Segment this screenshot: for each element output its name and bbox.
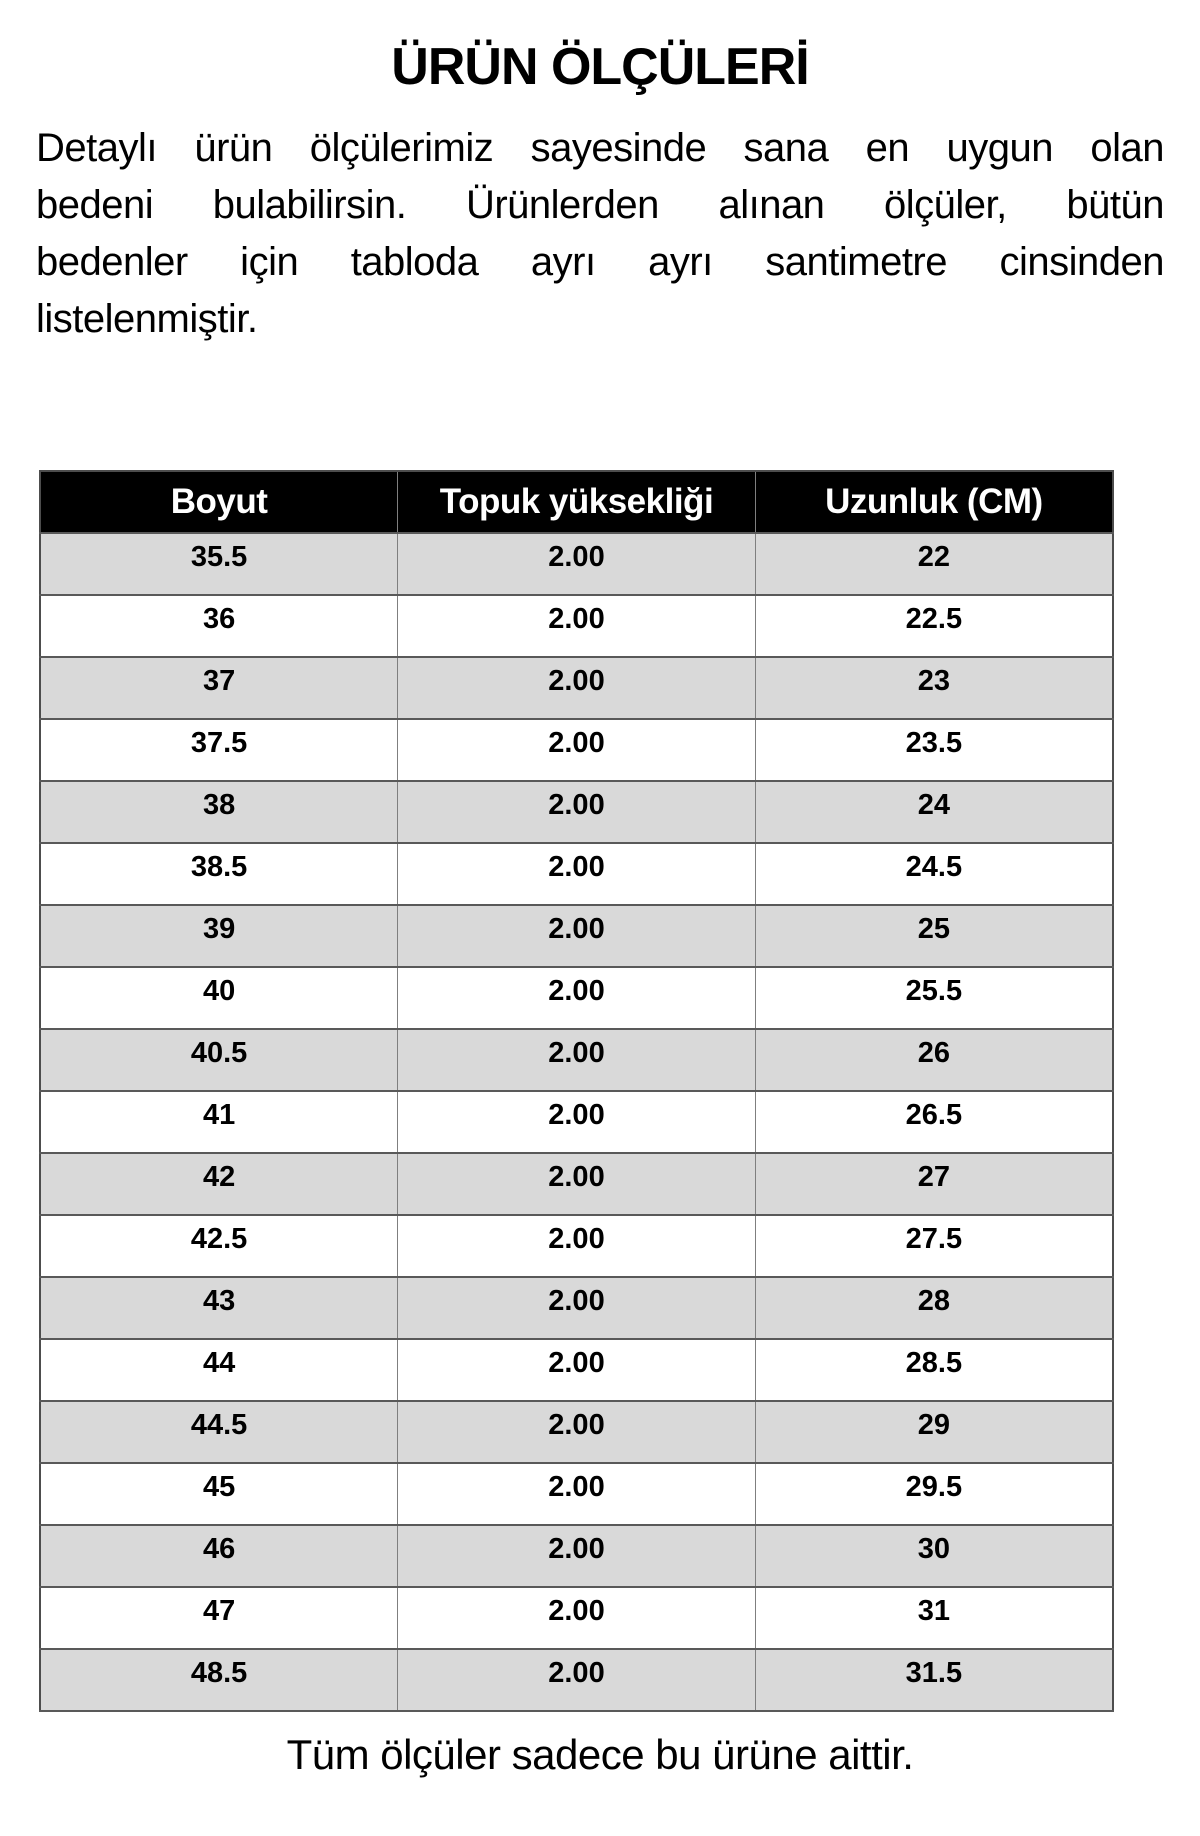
cell-size: 42.5: [39, 1214, 399, 1278]
cell-heel-height: 2.00: [397, 780, 756, 844]
cell-heel-height: 2.00: [397, 1276, 756, 1340]
intro-line-2: bedeni bulabilirsin. Ürünlerden alınan ö…: [36, 183, 1165, 227]
cell-size: 38.5: [39, 842, 399, 906]
header-length-cm: Uzunluk (CM): [754, 470, 1114, 534]
cell-length-cm: 28: [754, 1276, 1114, 1340]
size-table-row: 42 2.00 27: [39, 1152, 1114, 1216]
cell-heel-height: 2.00: [397, 718, 756, 782]
cell-size: 46: [39, 1524, 399, 1588]
cell-length-cm: 29: [754, 1400, 1114, 1464]
cell-heel-height: 2.00: [397, 1462, 756, 1526]
cell-length-cm: 25: [754, 904, 1114, 968]
header-size: Boyut: [39, 470, 399, 534]
cell-length-cm: 22: [754, 532, 1114, 596]
cell-heel-height: 2.00: [397, 904, 756, 968]
cell-length-cm: 24: [754, 780, 1114, 844]
cell-size: 35.5: [39, 532, 399, 596]
size-table-row: 40.5 2.00 26: [39, 1028, 1114, 1092]
cell-size: 37.5: [39, 718, 399, 782]
intro-line-1: Detaylı ürün ölçülerimiz sayesinde sana …: [36, 126, 1165, 170]
size-table-row: 47 2.00 31: [39, 1586, 1114, 1650]
cell-length-cm: 23.5: [754, 718, 1114, 782]
cell-heel-height: 2.00: [397, 1338, 756, 1402]
size-table-row: 44 2.00 28.5: [39, 1338, 1114, 1402]
cell-size: 42: [39, 1152, 399, 1216]
cell-length-cm: 27: [754, 1152, 1114, 1216]
size-table-row: 41 2.00 26.5: [39, 1090, 1114, 1154]
cell-size: 44.5: [39, 1400, 399, 1464]
size-table-row: 37 2.00 23: [39, 656, 1114, 720]
cell-heel-height: 2.00: [397, 1586, 756, 1650]
cell-size: 40: [39, 966, 399, 1030]
size-table-row: 44.5 2.00 29: [39, 1400, 1114, 1464]
size-table-row: 43 2.00 28: [39, 1276, 1114, 1340]
size-table: Boyut Topuk yüksekliği Uzunluk (CM) 35.5…: [39, 470, 1114, 1712]
cell-heel-height: 2.00: [397, 1648, 756, 1712]
size-table-row: 38.5 2.00 24.5: [39, 842, 1114, 906]
cell-heel-height: 2.00: [397, 1524, 756, 1588]
cell-size: 41: [39, 1090, 399, 1154]
cell-length-cm: 30: [754, 1524, 1114, 1588]
size-table-head: Boyut Topuk yüksekliği Uzunluk (CM): [39, 470, 1114, 534]
cell-length-cm: 26.5: [754, 1090, 1114, 1154]
cell-size: 37: [39, 656, 399, 720]
size-table-row: 40 2.00 25.5: [39, 966, 1114, 1030]
cell-length-cm: 26: [754, 1028, 1114, 1092]
footer-note: Tüm ölçüler sadece bu ürüne aittir.: [286, 1731, 914, 1778]
cell-heel-height: 2.00: [397, 842, 756, 906]
size-table-header-row: Boyut Topuk yüksekliği Uzunluk (CM): [39, 470, 1114, 534]
header-heel-height: Topuk yüksekliği: [397, 470, 756, 534]
cell-size: 45: [39, 1462, 399, 1526]
cell-heel-height: 2.00: [397, 594, 756, 658]
cell-length-cm: 29.5: [754, 1462, 1114, 1526]
cell-size: 39: [39, 904, 399, 968]
cell-size: 40.5: [39, 1028, 399, 1092]
cell-heel-height: 2.00: [397, 1214, 756, 1278]
intro-paragraph: Detaylı ürün ölçülerimiz sayesinde sana …: [36, 120, 1165, 348]
cell-length-cm: 25.5: [754, 966, 1114, 1030]
cell-length-cm: 22.5: [754, 594, 1114, 658]
cell-size: 43: [39, 1276, 399, 1340]
size-table-row: 48.5 2.00 31.5: [39, 1648, 1114, 1712]
cell-length-cm: 23: [754, 656, 1114, 720]
size-table-row: 45 2.00 29.5: [39, 1462, 1114, 1526]
size-table-row: 36 2.00 22.5: [39, 594, 1114, 658]
size-table-row: 37.5 2.00 23.5: [39, 718, 1114, 782]
cell-length-cm: 31: [754, 1586, 1114, 1650]
cell-size: 48.5: [39, 1648, 399, 1712]
intro-line-3: bedenler için tabloda ayrı ayrı santimet…: [36, 240, 1165, 284]
cell-heel-height: 2.00: [397, 1400, 756, 1464]
cell-heel-height: 2.00: [397, 532, 756, 596]
cell-heel-height: 2.00: [397, 1152, 756, 1216]
cell-size: 36: [39, 594, 399, 658]
cell-heel-height: 2.00: [397, 1028, 756, 1092]
cell-heel-height: 2.00: [397, 656, 756, 720]
size-table-row: 46 2.00 30: [39, 1524, 1114, 1588]
cell-length-cm: 31.5: [754, 1648, 1114, 1712]
cell-size: 38: [39, 780, 399, 844]
cell-heel-height: 2.00: [397, 1090, 756, 1154]
cell-heel-height: 2.00: [397, 966, 756, 1030]
cell-size: 47: [39, 1586, 399, 1650]
size-table-row: 38 2.00 24: [39, 780, 1114, 844]
cell-length-cm: 27.5: [754, 1214, 1114, 1278]
size-table-row: 42.5 2.00 27.5: [39, 1214, 1114, 1278]
page-title: ÜRÜN ÖLÇÜLERİ: [391, 38, 809, 96]
size-table-row: 35.5 2.00 22: [39, 532, 1114, 596]
size-table-row: 39 2.00 25: [39, 904, 1114, 968]
cell-length-cm: 28.5: [754, 1338, 1114, 1402]
cell-size: 44: [39, 1338, 399, 1402]
intro-line-4: listelenmiştir.: [36, 297, 258, 341]
cell-length-cm: 24.5: [754, 842, 1114, 906]
size-table-body: 35.5 2.00 22 36 2.00 22.5 37 2.00 23 37.…: [39, 532, 1114, 1712]
size-guide-page: ÜRÜN ÖLÇÜLERİ Detaylı ürün ölçülerimiz s…: [0, 36, 1200, 1780]
